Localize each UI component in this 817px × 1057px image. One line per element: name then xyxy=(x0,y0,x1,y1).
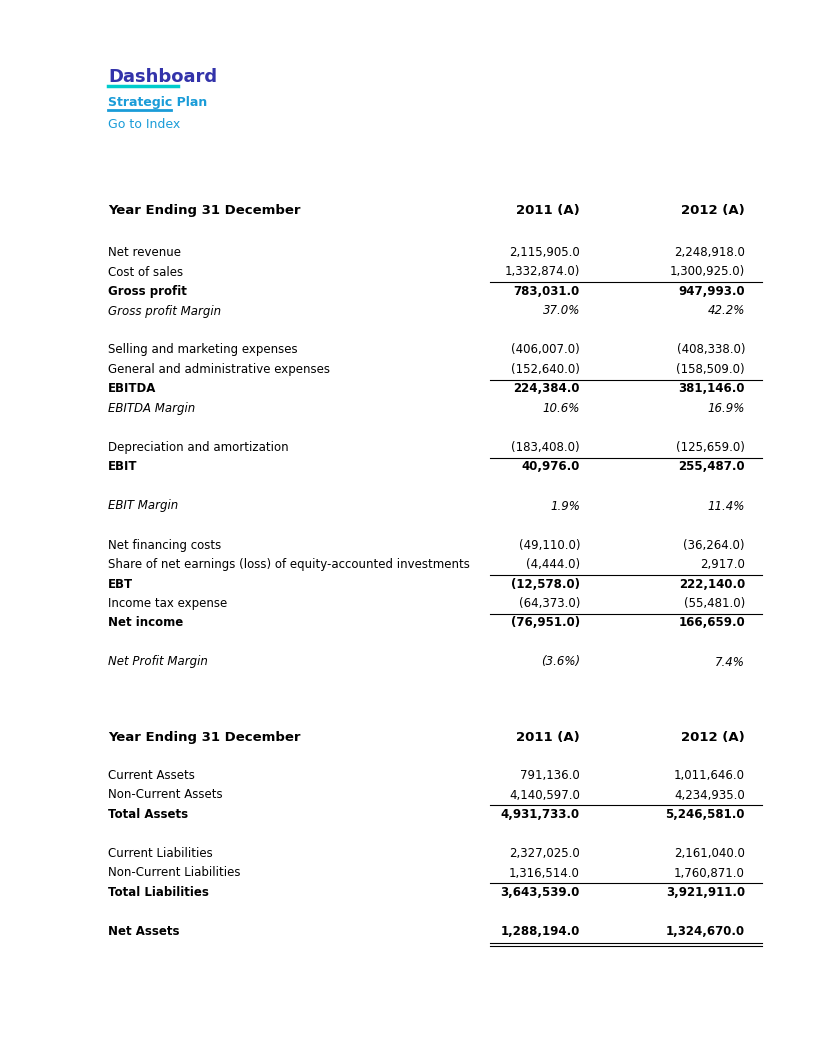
Text: Current Assets: Current Assets xyxy=(108,769,195,782)
Text: 2012 (A): 2012 (A) xyxy=(681,731,745,744)
Text: (76,951.0): (76,951.0) xyxy=(511,616,580,630)
Text: 1,300,925.0): 1,300,925.0) xyxy=(670,265,745,278)
Text: (3.6%): (3.6%) xyxy=(541,655,580,668)
Text: 947,993.0: 947,993.0 xyxy=(678,285,745,298)
Text: 2011 (A): 2011 (A) xyxy=(516,731,580,744)
Text: Gross profit Margin: Gross profit Margin xyxy=(108,304,221,317)
Text: 2011 (A): 2011 (A) xyxy=(516,204,580,217)
Text: Net Assets: Net Assets xyxy=(108,925,180,938)
Text: EBIT: EBIT xyxy=(108,461,137,474)
Text: 1,760,871.0: 1,760,871.0 xyxy=(674,867,745,879)
Text: (408,338.0): (408,338.0) xyxy=(676,344,745,356)
Text: Non-Current Liabilities: Non-Current Liabilities xyxy=(108,867,240,879)
Text: (64,373.0): (64,373.0) xyxy=(519,597,580,610)
Text: 1,288,194.0: 1,288,194.0 xyxy=(501,925,580,938)
Text: (152,640.0): (152,640.0) xyxy=(511,363,580,376)
Text: 381,146.0: 381,146.0 xyxy=(678,383,745,395)
Text: 2,917.0: 2,917.0 xyxy=(700,558,745,571)
Text: Gross profit: Gross profit xyxy=(108,285,187,298)
Text: 255,487.0: 255,487.0 xyxy=(678,461,745,474)
Text: 1,011,646.0: 1,011,646.0 xyxy=(674,769,745,782)
Text: EBIT Margin: EBIT Margin xyxy=(108,500,178,513)
Text: 2012 (A): 2012 (A) xyxy=(681,204,745,217)
Text: 2,115,905.0: 2,115,905.0 xyxy=(509,246,580,259)
Text: EBT: EBT xyxy=(108,577,133,591)
Text: 2,248,918.0: 2,248,918.0 xyxy=(674,246,745,259)
Text: Strategic Plan: Strategic Plan xyxy=(108,96,208,109)
Text: (55,481.0): (55,481.0) xyxy=(684,597,745,610)
Text: 40,976.0: 40,976.0 xyxy=(521,461,580,474)
Text: Go to Index: Go to Index xyxy=(108,118,181,131)
Text: 1,332,874.0): 1,332,874.0) xyxy=(505,265,580,278)
Text: 16.9%: 16.9% xyxy=(708,402,745,415)
Text: 166,659.0: 166,659.0 xyxy=(678,616,745,630)
Text: 1,316,514.0: 1,316,514.0 xyxy=(509,867,580,879)
Text: Net financing costs: Net financing costs xyxy=(108,538,221,552)
Text: Dashboard: Dashboard xyxy=(108,68,217,86)
Text: (183,408.0): (183,408.0) xyxy=(511,441,580,455)
Text: Current Liabilities: Current Liabilities xyxy=(108,847,212,860)
Text: 3,643,539.0: 3,643,539.0 xyxy=(501,886,580,900)
Text: Total Assets: Total Assets xyxy=(108,808,188,821)
Text: Income tax expense: Income tax expense xyxy=(108,597,227,610)
Text: Income Statement (Actuals &: Income Statement (Actuals & xyxy=(554,163,758,177)
Text: Share of net earnings (loss) of equity-accounted investments: Share of net earnings (loss) of equity-a… xyxy=(108,558,470,571)
Text: 2,327,025.0: 2,327,025.0 xyxy=(509,847,580,860)
Text: EBITDA Margin: EBITDA Margin xyxy=(108,402,195,415)
Text: 791,136.0: 791,136.0 xyxy=(520,769,580,782)
Text: (125,659.0): (125,659.0) xyxy=(676,441,745,455)
Text: 5,246,581.0: 5,246,581.0 xyxy=(666,808,745,821)
Text: Total Liabilities: Total Liabilities xyxy=(108,886,209,900)
Text: 37.0%: 37.0% xyxy=(542,304,580,317)
Text: (406,007.0): (406,007.0) xyxy=(511,344,580,356)
Text: 4,140,597.0: 4,140,597.0 xyxy=(509,789,580,801)
Text: 3,921,911.0: 3,921,911.0 xyxy=(666,886,745,900)
Text: 7.4%: 7.4% xyxy=(715,655,745,668)
Text: 42.2%: 42.2% xyxy=(708,304,745,317)
Text: (158,509.0): (158,509.0) xyxy=(676,363,745,376)
Text: (49,110.0): (49,110.0) xyxy=(519,538,580,552)
Text: 1,324,670.0: 1,324,670.0 xyxy=(666,925,745,938)
Text: 783,031.0: 783,031.0 xyxy=(514,285,580,298)
Text: Depreciation and amortization: Depreciation and amortization xyxy=(108,441,288,455)
Text: 224,384.0: 224,384.0 xyxy=(514,383,580,395)
Text: 10.6%: 10.6% xyxy=(542,402,580,415)
Text: 4,234,935.0: 4,234,935.0 xyxy=(674,789,745,801)
Text: 11.4%: 11.4% xyxy=(708,500,745,513)
Text: Net revenue: Net revenue xyxy=(108,246,181,259)
Text: 4,931,733.0: 4,931,733.0 xyxy=(501,808,580,821)
Text: (12,578.0): (12,578.0) xyxy=(511,577,580,591)
Text: 2,161,040.0: 2,161,040.0 xyxy=(674,847,745,860)
Text: Selling and marketing expenses: Selling and marketing expenses xyxy=(108,344,297,356)
Text: General and administrative expenses: General and administrative expenses xyxy=(108,363,330,376)
Text: 222,140.0: 222,140.0 xyxy=(679,577,745,591)
Text: Year Ending 31 December: Year Ending 31 December xyxy=(108,731,301,744)
Text: 1.9%: 1.9% xyxy=(550,500,580,513)
Text: Net income: Net income xyxy=(108,616,183,630)
Text: Cost of sales: Cost of sales xyxy=(108,265,183,278)
Text: Balance Sheet (Actuals & F: Balance Sheet (Actuals & F xyxy=(570,690,758,704)
Text: Non-Current Assets: Non-Current Assets xyxy=(108,789,222,801)
Text: EBITDA: EBITDA xyxy=(108,383,156,395)
Text: Net Profit Margin: Net Profit Margin xyxy=(108,655,208,668)
Text: (36,264.0): (36,264.0) xyxy=(684,538,745,552)
Text: Year Ending 31 December: Year Ending 31 December xyxy=(108,204,301,217)
Text: (4,444.0): (4,444.0) xyxy=(526,558,580,571)
